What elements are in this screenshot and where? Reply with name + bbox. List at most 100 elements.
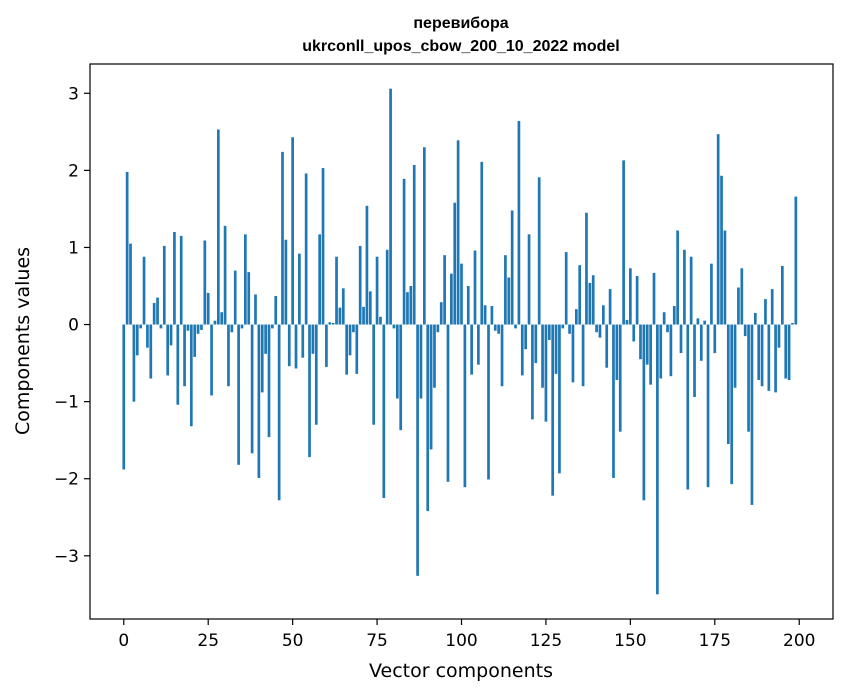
bar — [767, 324, 771, 391]
bar — [656, 324, 659, 595]
bar — [490, 306, 494, 325]
y-tick-label: −1 — [54, 393, 79, 413]
bar — [325, 324, 328, 367]
bar — [335, 256, 338, 325]
bar — [304, 173, 308, 325]
bar — [504, 255, 507, 325]
x-axis-label: Vector components — [369, 660, 553, 682]
bar — [338, 307, 342, 325]
x-tick-label: 100 — [445, 631, 477, 651]
bar — [473, 250, 477, 325]
bar — [585, 212, 588, 325]
bar — [683, 249, 686, 325]
bar — [308, 324, 311, 458]
bar — [274, 296, 278, 325]
bar — [409, 286, 413, 325]
y-tick-label: 0 — [68, 316, 79, 336]
bar — [463, 324, 467, 488]
bar — [534, 324, 538, 364]
x-tick-label: 75 — [366, 631, 388, 651]
bar — [466, 286, 470, 325]
bar — [200, 324, 203, 330]
x-axis: 0 25 50 75 100 125 150 175 200 — [118, 619, 815, 651]
bar — [298, 253, 301, 325]
bar — [608, 289, 612, 325]
bar — [743, 324, 747, 337]
bar — [216, 129, 220, 325]
bar — [561, 324, 565, 329]
bar — [720, 175, 723, 325]
bar — [618, 324, 622, 432]
bar — [517, 121, 521, 325]
bar — [635, 275, 639, 325]
y-axis-label: Components values — [12, 247, 34, 435]
bar — [152, 302, 156, 325]
bar — [227, 324, 230, 387]
bar — [456, 140, 460, 325]
bar — [531, 324, 534, 420]
bar — [318, 234, 321, 325]
bar — [588, 282, 592, 325]
bar — [156, 297, 159, 325]
bar — [740, 268, 744, 325]
bar — [551, 324, 555, 496]
bar — [622, 160, 625, 325]
bar — [213, 320, 217, 325]
bar — [135, 324, 139, 356]
bar — [446, 324, 450, 482]
bar — [750, 324, 754, 505]
bar — [541, 324, 544, 388]
bar — [632, 324, 636, 342]
y-tick-label: 3 — [68, 84, 79, 104]
bar — [564, 252, 568, 325]
bar — [254, 294, 257, 325]
bar — [331, 323, 335, 325]
bar — [186, 324, 190, 331]
bar — [264, 324, 267, 354]
bar — [328, 322, 332, 325]
bar — [595, 324, 598, 333]
y-axis: 3 2 1 0 −1 −2 −3 — [54, 84, 90, 567]
y-tick-label: 2 — [68, 161, 79, 181]
bar — [358, 245, 362, 325]
bar — [757, 324, 761, 381]
bar — [669, 324, 673, 377]
bar — [314, 324, 318, 425]
bar — [510, 210, 514, 325]
bar — [189, 324, 193, 427]
bar — [375, 256, 379, 325]
bar — [703, 320, 707, 325]
bar — [176, 324, 180, 405]
bar — [193, 324, 197, 357]
bar — [210, 324, 213, 396]
bar — [433, 324, 436, 388]
bar — [287, 324, 291, 367]
bar — [598, 324, 602, 338]
bar — [777, 324, 781, 348]
bar — [760, 324, 764, 387]
bar — [399, 324, 403, 431]
bar — [629, 268, 632, 325]
bar — [591, 275, 595, 325]
bar — [220, 312, 224, 325]
bar — [406, 292, 409, 325]
bar — [294, 324, 298, 369]
bar — [514, 324, 517, 329]
bar — [601, 305, 605, 325]
bar — [639, 324, 642, 360]
bar — [372, 324, 376, 425]
bar — [277, 324, 281, 501]
bar — [240, 324, 244, 329]
bar — [132, 324, 136, 402]
bar — [271, 324, 274, 329]
bar — [392, 324, 396, 329]
bar — [615, 324, 619, 381]
bar — [659, 324, 663, 379]
bar — [794, 196, 798, 325]
bar — [581, 324, 585, 387]
bar — [787, 324, 791, 381]
bar — [159, 324, 163, 329]
y-tick-label: 1 — [68, 238, 79, 258]
bar — [395, 324, 399, 399]
